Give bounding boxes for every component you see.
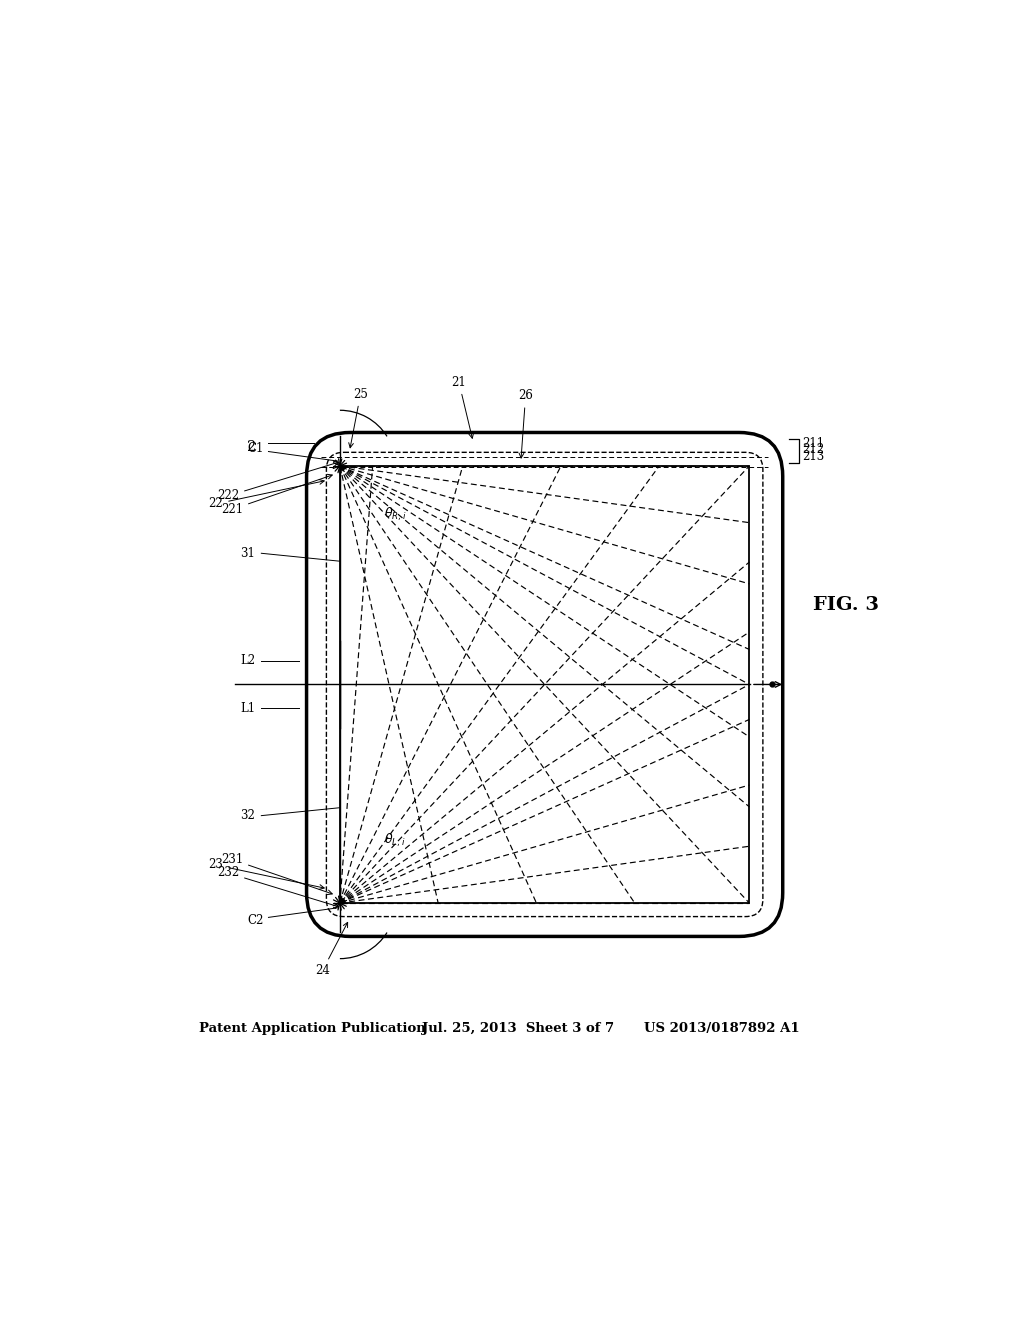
Text: 222: 222 bbox=[217, 461, 339, 503]
Text: FIG. 3: FIG. 3 bbox=[813, 595, 880, 614]
FancyBboxPatch shape bbox=[306, 433, 782, 936]
Text: C1: C1 bbox=[247, 442, 263, 455]
Text: L2: L2 bbox=[240, 655, 255, 667]
Text: 21: 21 bbox=[452, 376, 473, 438]
Text: 23: 23 bbox=[208, 858, 325, 890]
Bar bbox=[340, 466, 750, 903]
Text: 231: 231 bbox=[221, 853, 332, 895]
Text: Jul. 25, 2013  Sheet 3 of 7: Jul. 25, 2013 Sheet 3 of 7 bbox=[422, 1022, 613, 1035]
Text: 26: 26 bbox=[518, 389, 534, 458]
Text: 32: 32 bbox=[240, 809, 255, 822]
Text: $\theta_{R,i}$: $\theta_{R,i}$ bbox=[384, 506, 407, 523]
Text: Patent Application Publication: Patent Application Publication bbox=[200, 1022, 426, 1035]
Text: 2: 2 bbox=[247, 441, 256, 454]
Text: C2: C2 bbox=[247, 913, 263, 927]
Text: 24: 24 bbox=[315, 923, 347, 977]
Text: 221: 221 bbox=[221, 474, 332, 516]
Text: $\theta_{L,i}$: $\theta_{L,i}$ bbox=[384, 832, 404, 849]
Text: 22: 22 bbox=[209, 479, 325, 511]
Text: 25: 25 bbox=[349, 388, 368, 447]
Text: L1: L1 bbox=[240, 702, 255, 714]
Text: 211: 211 bbox=[802, 437, 824, 450]
Text: US 2013/0187892 A1: US 2013/0187892 A1 bbox=[644, 1022, 800, 1035]
Text: 212: 212 bbox=[802, 444, 824, 455]
Text: 213: 213 bbox=[802, 450, 824, 463]
Text: 232: 232 bbox=[217, 866, 339, 908]
Text: 31: 31 bbox=[240, 546, 255, 560]
